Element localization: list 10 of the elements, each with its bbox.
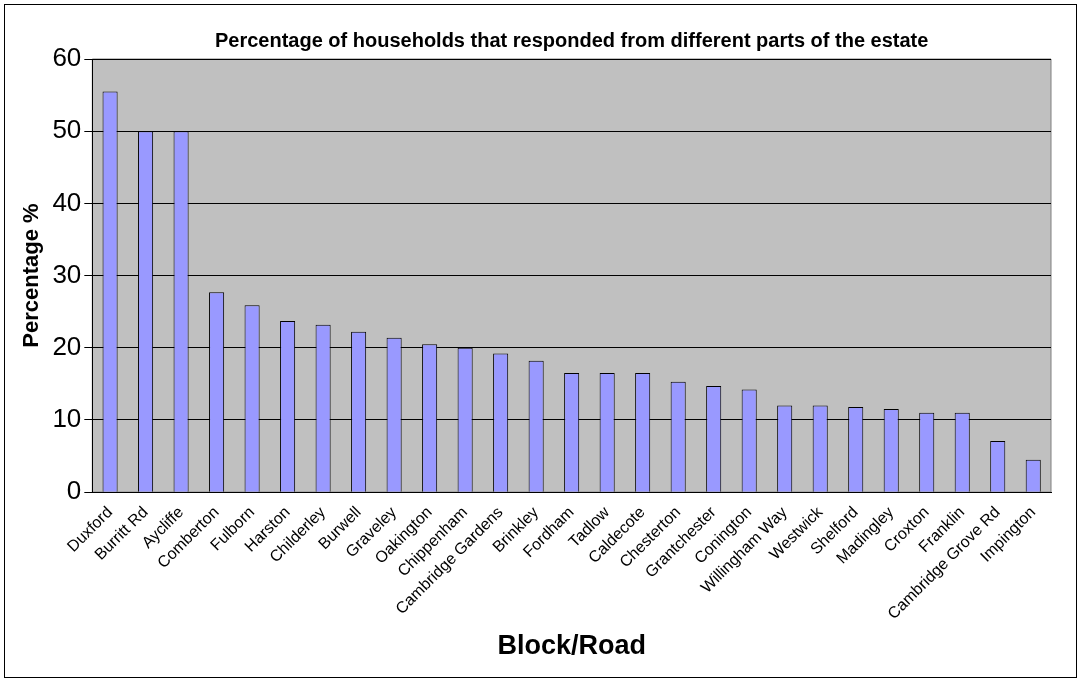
y-tick-label: 40 (52, 186, 82, 217)
y-tick-label: 30 (52, 258, 82, 289)
y-axis-title: Percentage % (18, 203, 44, 348)
chart-title: Percentage of households that responded from different parts of the estate (214, 28, 929, 51)
y-tick-label: 10 (52, 403, 82, 434)
y-tick-label: 20 (52, 330, 82, 361)
x-axis-title: Block/Road (497, 630, 646, 661)
y-tick-label: 60 (52, 42, 82, 73)
y-tick-label: 50 (52, 114, 82, 145)
y-tick-label: 0 (66, 475, 82, 506)
